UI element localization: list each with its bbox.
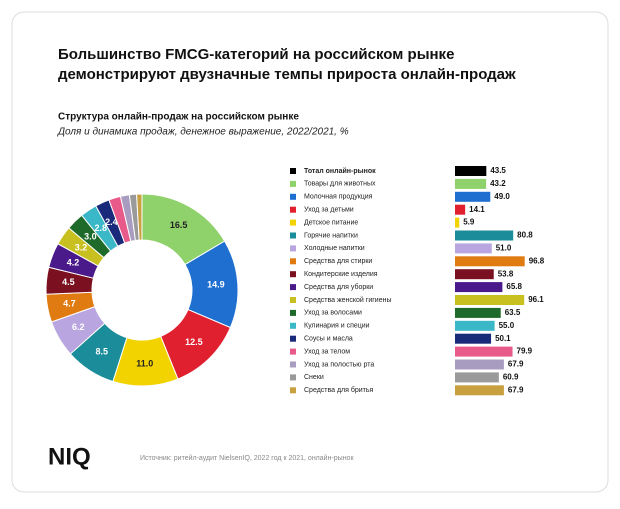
bar-value: 49.0 [494,192,510,201]
bar [455,166,487,176]
bar-value: 80.8 [517,231,533,240]
legend-label: Холодные напитки [304,245,365,252]
bar-value: 14.1 [469,205,485,214]
bar [455,385,504,396]
legend-label: Уход за полостью рта [304,361,374,368]
bar [455,295,525,305]
slice-label: 16.5 [170,220,188,230]
slice-label: 3.0 [84,231,97,241]
legend-swatch [290,309,296,316]
slice-label: 2.8 [95,223,108,233]
legend-swatch [290,245,296,252]
slice-label: 2.4 [105,217,118,227]
bar [455,346,513,357]
legend-swatch [290,335,296,342]
bar [455,243,492,254]
legend-swatch [290,322,296,329]
slice-label: 3.2 [75,242,88,252]
legend-label: Соусы и масла [304,336,353,343]
bar-value: 53.8 [498,269,514,278]
slice-label: 11.0 [136,358,153,368]
legend-label: Товары для животных [304,181,376,188]
bar-value: 96.1 [528,295,544,304]
legend-label: Горячие напитки [304,232,358,239]
slice-label: 4.7 [63,298,76,308]
bar-value: 43.5 [490,166,506,175]
bar [455,230,514,241]
legend-label: Средства для стирки [304,258,372,265]
donut-slice [136,193,143,241]
bar-value: 96.8 [529,256,545,265]
bar [455,320,495,331]
bar [455,282,503,293]
bar-value: 51.0 [496,244,512,253]
bar [455,178,487,189]
bar-value: 79.9 [517,347,533,356]
bar-value: 65.8 [506,282,522,291]
legend-swatch [290,193,296,200]
source: Источник: ритейл-аудит NielsenIQ, 2022 г… [140,454,354,462]
legend-swatch [290,258,296,265]
slice-label: 14.9 [207,279,225,289]
bar [455,359,504,370]
legend-swatch [290,297,296,303]
legend-label: Детское питание [304,219,358,226]
legend-swatch [290,361,296,368]
legend-label: Средства для бритья [304,386,374,394]
bar [455,217,460,228]
slice-label: 8.5 [96,346,109,356]
bar [455,372,499,383]
legend-swatch [290,284,296,291]
bar [455,191,491,202]
legend-swatch [290,374,296,381]
bar-value: 5.9 [463,218,475,227]
legend-label: Тотал онлайн-рынок [304,167,376,175]
legend-swatch [290,168,296,174]
legend-swatch [290,348,296,355]
logo: NIQ [48,443,91,470]
bar-value: 67.9 [508,360,524,369]
legend-label: Молочная продукция [304,194,373,201]
slice-label: 12.5 [185,337,203,347]
legend-label: Кондитерские изделия [304,271,378,278]
legend-label: Средства для уборки [304,283,373,291]
bar-value: 55.0 [499,321,515,330]
bar-value: 67.9 [508,385,524,394]
legend-swatch [290,232,296,239]
slice-label: 6.2 [72,322,85,332]
description: Доля и динамика продаж, денежное выражен… [57,127,349,138]
subtitle: Структура онлайн-продаж на российском ры… [58,112,299,123]
bar [455,333,492,344]
legend-swatch [290,387,296,394]
legend-label: Снеки [304,374,324,381]
legend-swatch [290,271,296,278]
bar-value: 43.2 [490,179,506,188]
title-line: демонстрируют двузначные темпы прироста … [58,66,516,83]
bar [455,269,494,280]
bar-value: 50.1 [495,334,511,343]
legend-label: Кулинария и специи [304,323,370,330]
bar-value: 63.5 [505,308,521,317]
legend-label: Средства женской гигиены [304,296,392,304]
slice-label: 4.2 [67,258,80,268]
bar [455,256,525,267]
title-line: Большинство FMCG-категорий на российском… [58,46,454,63]
legend-swatch [290,206,296,213]
bar [455,204,466,215]
slice-label: 4.5 [62,277,75,287]
legend-swatch [290,219,296,226]
legend-label: Уход за телом [304,348,350,355]
legend-swatch [290,180,296,187]
bar [455,307,501,318]
legend-label: Уход за детьми [304,207,354,214]
bar-value: 60.9 [503,373,519,382]
legend-label: Уход за волосами [304,310,362,317]
